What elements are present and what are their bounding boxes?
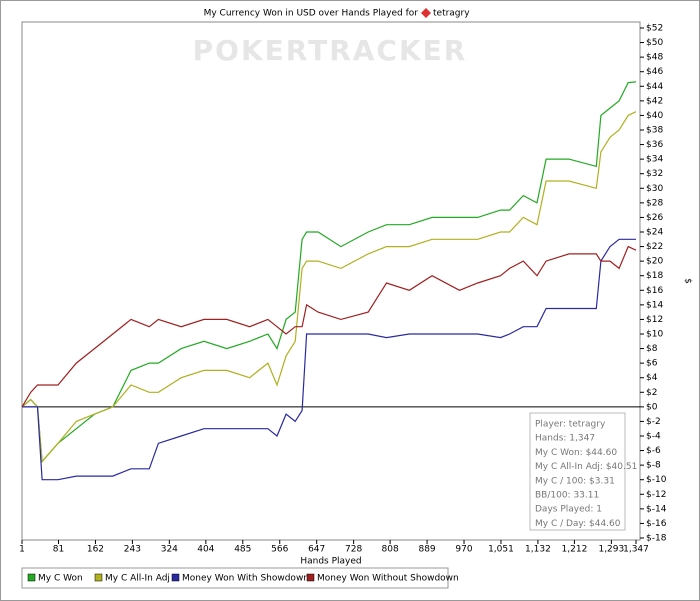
x-tick-label: 808 <box>382 545 399 555</box>
legend-swatch <box>171 573 180 582</box>
y-tick-label: $16 <box>646 286 663 296</box>
info-line: My C / 100: $3.31 <box>535 476 615 486</box>
y-tick-label: $12 <box>646 315 663 325</box>
x-tick-label: 1,132 <box>525 545 551 555</box>
info-line: My C / Day: $44.60 <box>535 519 621 529</box>
y-tick-label: $40 <box>646 111 663 121</box>
y-tick-label: $28 <box>646 198 663 208</box>
y-tick-label: $18 <box>646 271 663 281</box>
y-tick-label: $-10 <box>646 475 667 485</box>
x-tick-label: 1,212 <box>562 545 588 555</box>
y-tick-label: $-4 <box>646 432 661 442</box>
legend-label: My C All-In Adj <box>105 574 170 584</box>
legend-label: My C Won <box>38 574 83 584</box>
y-tick-label: $-18 <box>646 534 667 544</box>
y-tick-label: $42 <box>646 96 663 106</box>
legend-swatch <box>94 573 103 582</box>
y-tick-label: $8 <box>646 344 658 354</box>
x-tick-label: 243 <box>124 545 141 555</box>
y-tick-label: $46 <box>646 67 663 77</box>
series-line <box>21 111 637 463</box>
legend-label: Money Won With Showdown <box>182 574 309 584</box>
x-tick-label: 485 <box>234 545 251 555</box>
x-tick-label: 970 <box>455 545 472 555</box>
y-tick-label: $4 <box>646 373 658 383</box>
info-line: Hands: 1,347 <box>535 434 595 444</box>
info-box <box>529 412 626 531</box>
chart-title-name: tetragry <box>433 9 470 19</box>
y-tick-label: $-16 <box>646 519 667 529</box>
y-tick-label: $22 <box>646 242 663 252</box>
x-tick-label: 889 <box>418 545 435 555</box>
y-tick-label: $-12 <box>646 490 666 500</box>
x-axis-label: Hands Played <box>300 557 361 567</box>
y-tick-label: $10 <box>646 330 663 340</box>
y-tick-label: $36 <box>646 140 663 150</box>
legend-swatch <box>27 573 36 582</box>
info-line: Days Played: 1 <box>535 505 602 515</box>
series-line <box>21 245 637 408</box>
y-tick-label: $0 <box>646 402 658 412</box>
info-line: My C Won: $44.60 <box>535 448 617 458</box>
y-tick-label: $-6 <box>646 446 661 456</box>
y-tick-label: $44 <box>646 82 663 92</box>
y-tick-label: $50 <box>646 38 663 48</box>
y-tick-label: $-8 <box>646 461 661 471</box>
y-tick-label: $32 <box>646 169 663 179</box>
x-tick-label: 1,347 <box>623 545 649 555</box>
legend <box>21 567 449 589</box>
x-tick-label: 1,051 <box>488 545 514 555</box>
chart-title: My Currency Won in USD over Hands Played… <box>204 9 419 19</box>
x-tick-label: 566 <box>271 545 288 555</box>
y-tick-label: $-14 <box>646 504 667 514</box>
y-tick-label: $34 <box>646 155 663 165</box>
x-tick-label: 1 <box>19 545 25 555</box>
x-tick-label: 81 <box>53 545 64 555</box>
x-tick-label: 162 <box>87 545 104 555</box>
y-axis-label: $ <box>683 278 693 284</box>
watermark: POKERTRACKER <box>193 34 468 67</box>
x-tick-label: 404 <box>197 545 214 555</box>
info-line: Player: tetragry <box>535 420 606 430</box>
x-tick-label: 324 <box>161 545 178 555</box>
x-tick-label: 647 <box>308 545 325 555</box>
spade-icon <box>421 8 431 18</box>
y-tick-label: $48 <box>646 53 663 63</box>
legend-label: Money Won Without Showdown <box>317 574 459 584</box>
x-tick-label: 1,293 <box>598 545 624 555</box>
y-tick-label: $2 <box>646 388 657 398</box>
y-tick-label: $26 <box>646 213 663 223</box>
y-tick-label: $14 <box>646 300 663 310</box>
x-tick-label: 728 <box>345 545 362 555</box>
info-line: BB/100: 33.11 <box>535 491 599 501</box>
info-line: My C All-In Adj: $40.51 <box>535 462 637 472</box>
y-tick-label: $52 <box>646 24 663 34</box>
y-tick-label: $6 <box>646 359 658 369</box>
y-tick-label: $24 <box>646 228 663 238</box>
legend-swatch <box>306 573 315 582</box>
y-tick-label: $-2 <box>646 417 661 427</box>
y-tick-label: $38 <box>646 126 663 136</box>
y-tick-label: $20 <box>646 257 663 267</box>
y-tick-label: $30 <box>646 184 663 194</box>
series-line <box>22 238 636 481</box>
